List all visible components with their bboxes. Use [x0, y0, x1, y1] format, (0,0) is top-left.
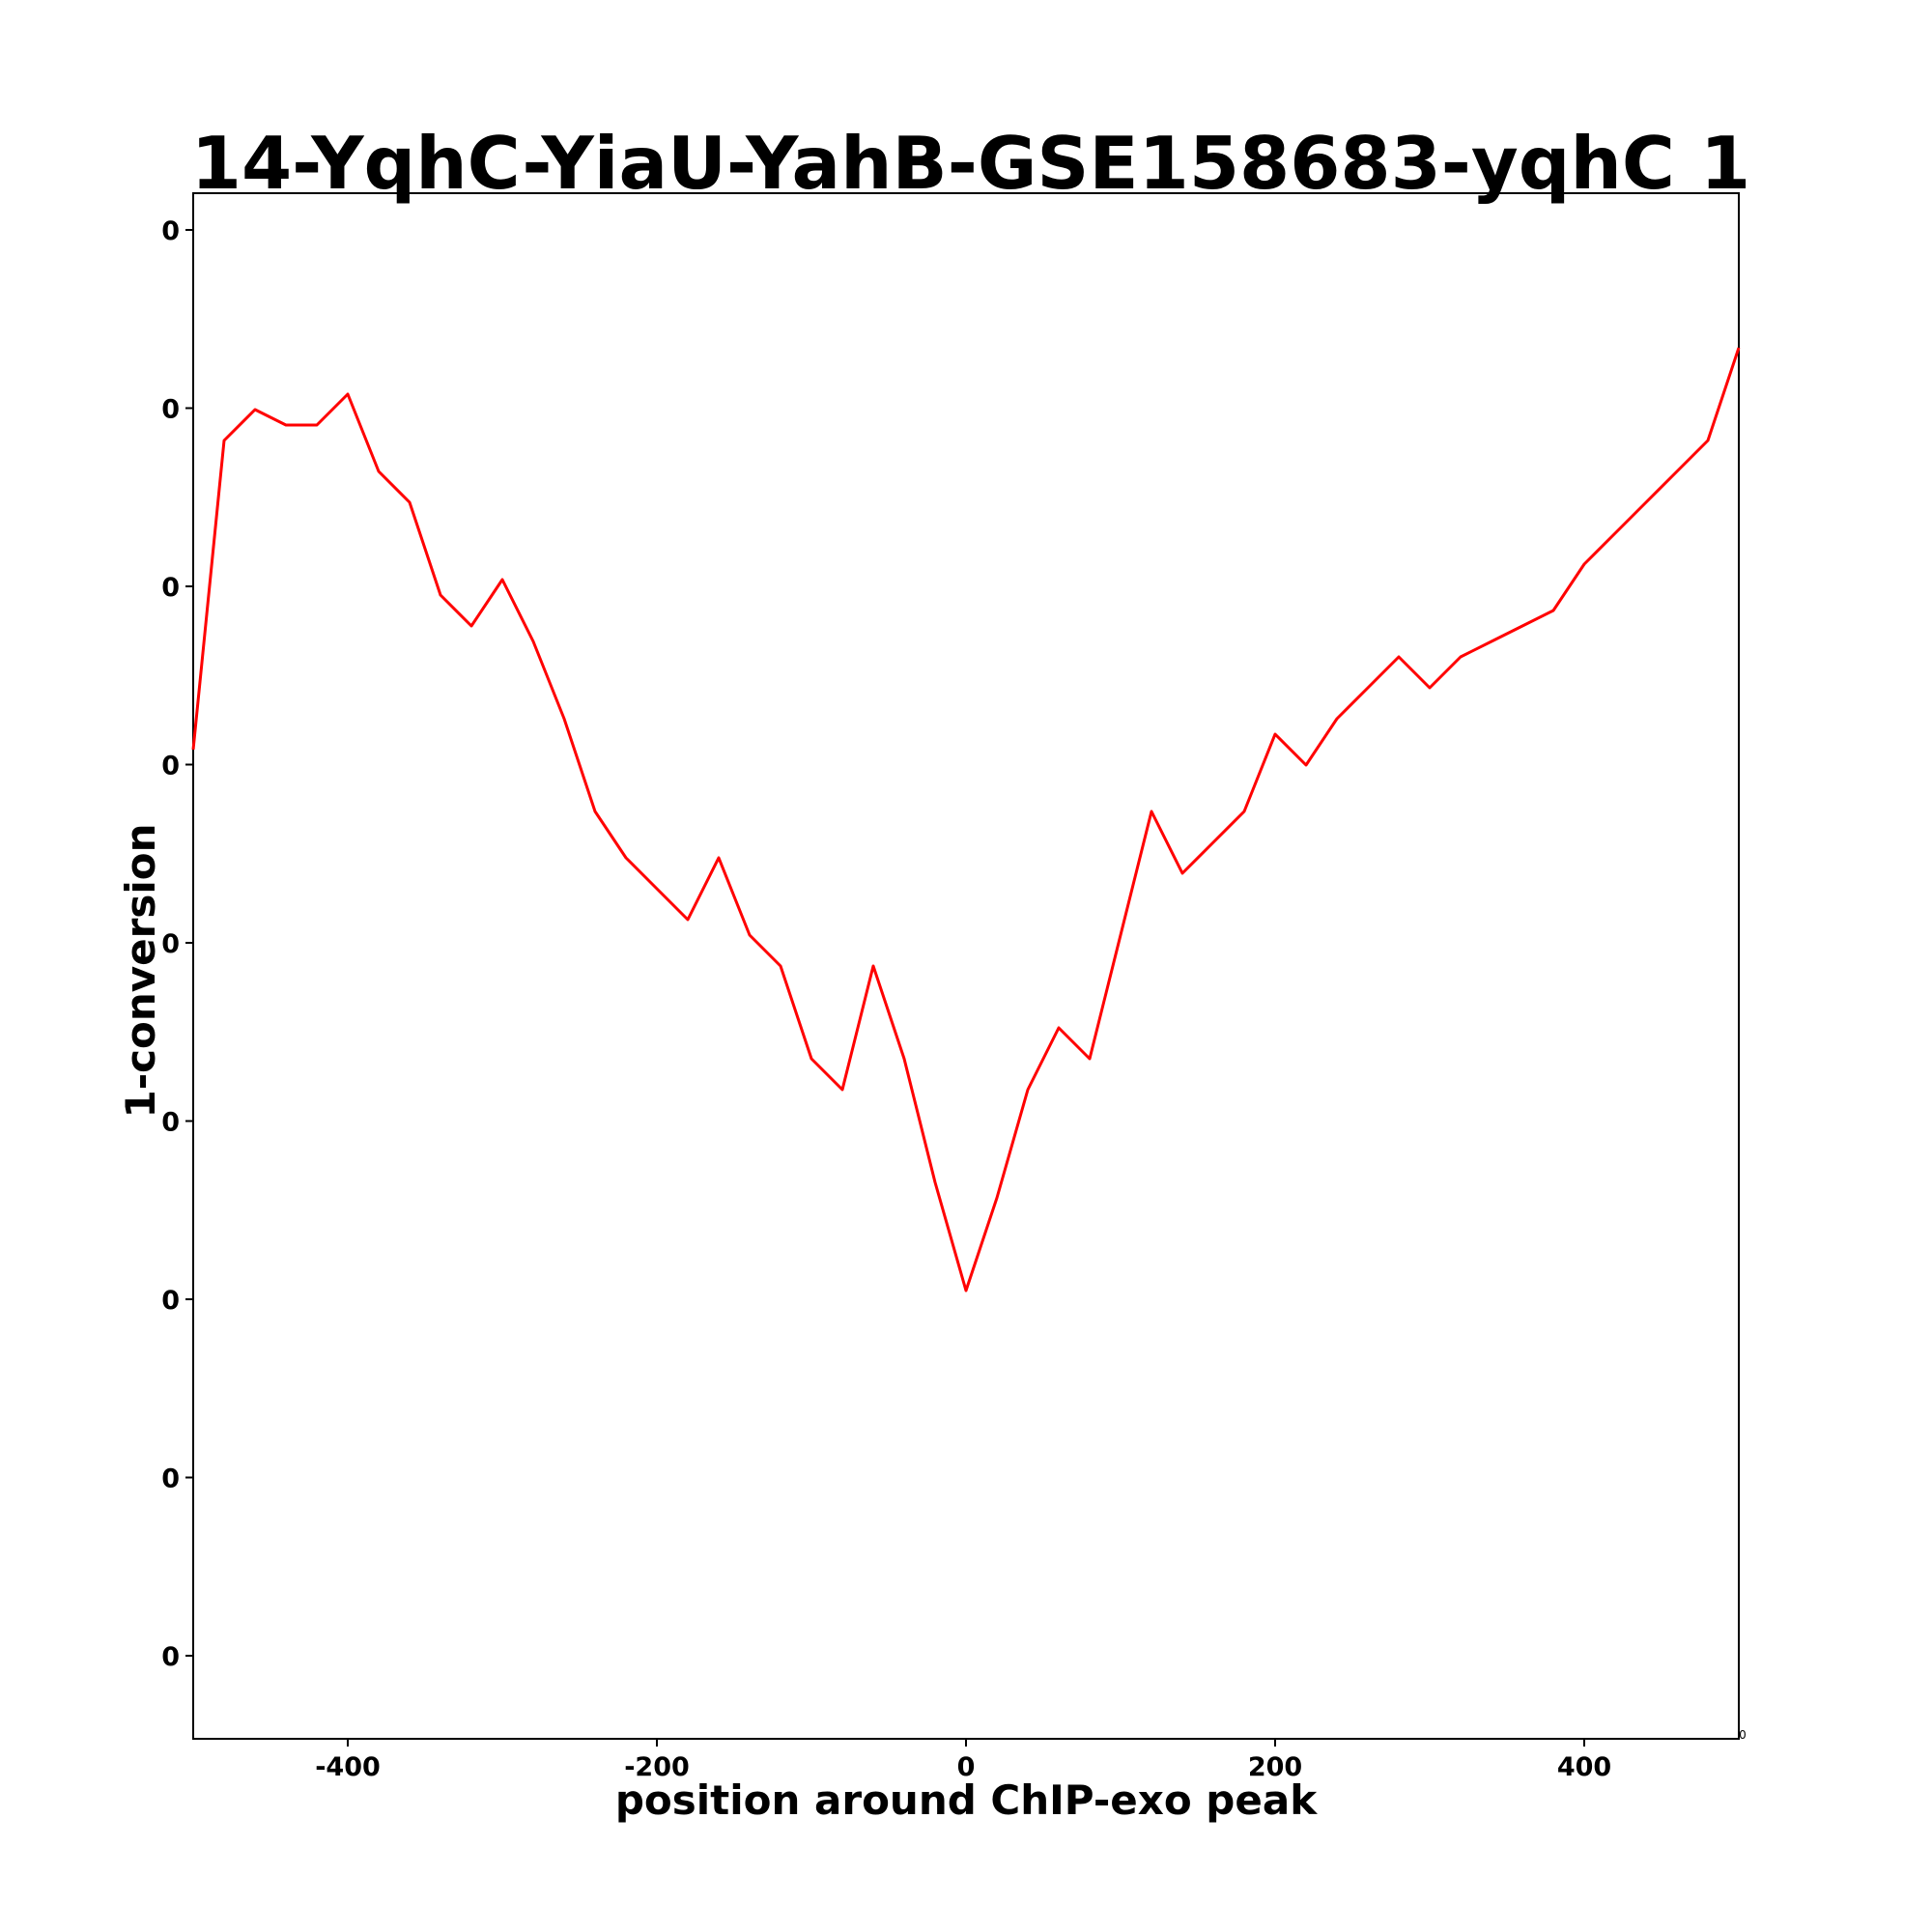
x-axis-label: position around ChIP-exo peak — [615, 1776, 1318, 1824]
series-line — [191, 347, 1741, 1293]
y-tick-label: 0 — [161, 1464, 180, 1494]
x-tick-label: 200 — [1248, 1752, 1302, 1782]
x-tick-label: -200 — [624, 1752, 690, 1782]
y-axis-label: 1-conversion — [117, 823, 164, 1118]
x-tick-label: 400 — [1557, 1752, 1611, 1782]
y-axis-ticks: 0 0 0 0 0 0 0 0 0 — [161, 216, 193, 1672]
x-tick-label: -400 — [315, 1752, 381, 1782]
y-tick-label: 0 — [161, 1642, 180, 1672]
y-tick-label: 0 — [161, 573, 180, 603]
chart-title: 14-YqhC-YiaU-YahB-GSE158683-yqhC 1 — [191, 121, 1750, 206]
y-tick-label: 0 — [161, 395, 180, 425]
x-axis-ticks: -400 -200 0 200 400 — [315, 1739, 1611, 1782]
y-tick-label: 0 — [161, 1108, 180, 1138]
y-tick-label: 0 — [161, 1286, 180, 1316]
x-tick-label: 0 — [957, 1752, 976, 1782]
plot-area: -400 -200 0 200 400 0 0 0 0 0 0 0 0 0 0 — [161, 192, 1747, 1782]
y-tick-label: 0 — [161, 216, 180, 246]
y-tick-label: 0 — [161, 752, 180, 781]
y-tick-label: 0 — [161, 929, 180, 959]
x-edge-tick-label: 0 — [1739, 1728, 1747, 1742]
